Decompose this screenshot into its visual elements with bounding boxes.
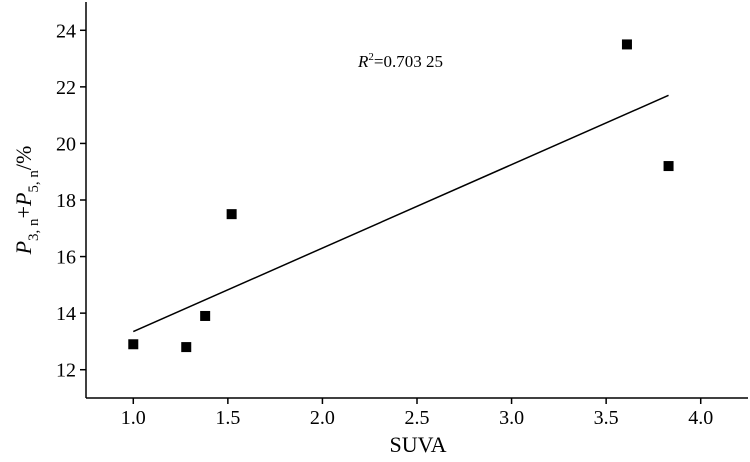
x-tick-label: 3.5 bbox=[594, 407, 619, 429]
y-tick-label: 12 bbox=[56, 360, 76, 382]
x-axis-title: SUVA bbox=[389, 432, 446, 457]
data-points bbox=[128, 39, 674, 353]
y-ticks: 12 14 16 18 20 22 24 bbox=[56, 20, 86, 382]
regression-line bbox=[132, 94, 669, 333]
x-tick-label: 3.0 bbox=[499, 407, 524, 429]
x-tick-label: 1.5 bbox=[215, 407, 240, 429]
data-point bbox=[226, 209, 237, 220]
x-ticks: 1.0 1.5 2.0 2.5 3.0 3.5 4.0 bbox=[121, 398, 713, 429]
data-point bbox=[200, 310, 211, 321]
x-tick-label: 2.0 bbox=[310, 407, 335, 429]
data-point bbox=[128, 339, 139, 350]
x-tick-label: 1.0 bbox=[121, 407, 146, 429]
y-tick-label: 20 bbox=[56, 133, 76, 155]
r-squared-annotation: R2=0.703 25 bbox=[357, 51, 443, 71]
data-point bbox=[621, 39, 632, 50]
data-point bbox=[181, 342, 192, 353]
y-tick-label: 16 bbox=[56, 247, 76, 269]
x-tick-label: 2.5 bbox=[405, 407, 430, 429]
data-point bbox=[663, 161, 674, 172]
y-tick-label: 14 bbox=[56, 303, 76, 325]
y-tick-label: 22 bbox=[56, 77, 76, 99]
y-tick-label: 18 bbox=[56, 190, 76, 212]
y-axis-title: P3, n+P5, n/% bbox=[11, 146, 42, 256]
x-tick-label: 4.0 bbox=[688, 407, 713, 429]
y-tick-label: 24 bbox=[56, 20, 76, 42]
